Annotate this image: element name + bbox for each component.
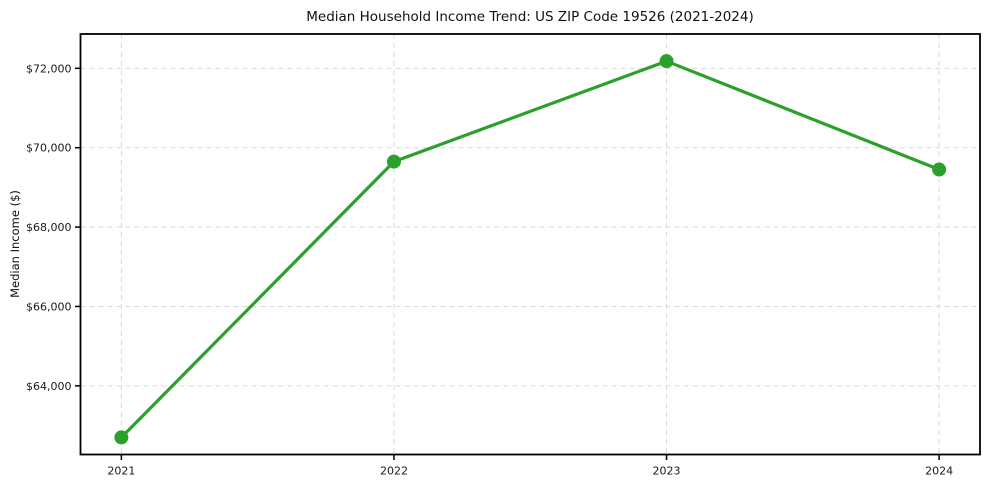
y-tick-label: $68,000	[26, 221, 72, 234]
y-tick-label: $64,000	[26, 380, 72, 393]
x-tick-label: 2023	[653, 465, 681, 478]
chart-title: Median Household Income Trend: US ZIP Co…	[306, 9, 754, 25]
trend-line	[119, 59, 941, 440]
data-point-2024	[932, 162, 947, 177]
x-tick-label: 2022	[380, 465, 408, 478]
y-tick-label: $72,000	[26, 62, 72, 75]
plot-border	[79, 33, 981, 456]
x-tick-label: 2021	[107, 465, 135, 478]
y-tick-label: $70,000	[26, 142, 72, 155]
y-tick-label: $66,000	[26, 300, 72, 313]
data-point-2023	[659, 54, 674, 69]
data-point-2021	[114, 430, 129, 445]
data-point-2022	[386, 154, 401, 169]
x-tick-label: 2024	[925, 465, 953, 478]
